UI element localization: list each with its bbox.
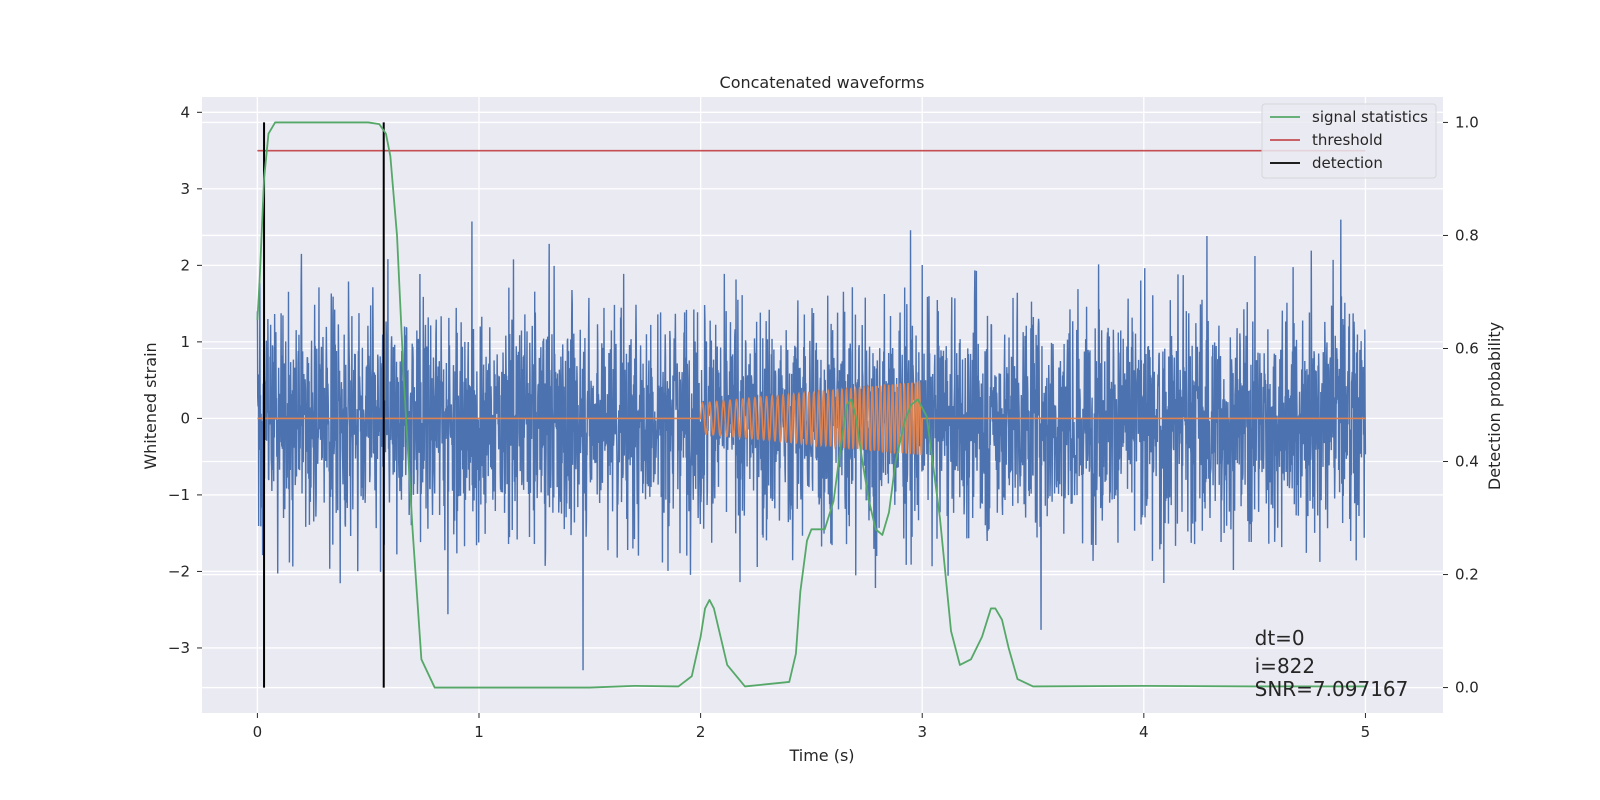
- axis-labels: Concatenated waveforms Time (s) Whitened…: [141, 73, 1504, 765]
- x-tick-label: 1: [474, 723, 484, 741]
- y2-tick-label: 1.0: [1455, 113, 1479, 131]
- x-tick-label: 3: [917, 723, 927, 741]
- y-tick-label: 3: [180, 180, 190, 198]
- annotation-text: i=822: [1255, 654, 1316, 678]
- chart-title: Concatenated waveforms: [720, 73, 925, 92]
- y2-tick-label: 0.2: [1455, 566, 1479, 584]
- y-axis-label: Whitened strain: [141, 342, 160, 469]
- injected-waveform-line: [257, 380, 1366, 456]
- y-tick-label: −1: [168, 486, 190, 504]
- x-tick-label: 0: [253, 723, 263, 741]
- y-tick-label: 0: [180, 409, 190, 427]
- x-tick-label: 2: [696, 723, 706, 741]
- ticks: 0 1 2 3 4 5 −3 −2 −1 0 1 2 3 4 0.0 0.2 0.4 0.6 0.8 1.0: [168, 103, 1479, 741]
- x-axis-label: Time (s): [788, 746, 854, 765]
- y2-tick-label: 0.0: [1455, 679, 1479, 697]
- legend: signal statistics threshold detection: [1261, 103, 1437, 179]
- signal-statistics-line: [256, 121, 1366, 689]
- legend-box: [1261, 103, 1437, 179]
- legend-label: signal statistics: [1312, 108, 1428, 126]
- y-tick-label: −3: [168, 639, 190, 657]
- legend-label: threshold: [1312, 131, 1383, 149]
- x-tick-label: 5: [1361, 723, 1371, 741]
- legend-label: detection: [1312, 154, 1383, 172]
- annotation-text: dt=0: [1255, 626, 1305, 650]
- injected-waveform-series: [257, 380, 1366, 456]
- y-tick-label: 4: [180, 103, 190, 121]
- probability-layer: [256, 121, 1366, 689]
- y-tick-label: 1: [180, 333, 190, 351]
- y2-tick-label: 0.6: [1455, 339, 1479, 357]
- y2-tick-label: 0.8: [1455, 226, 1479, 244]
- annotation-text: SNR=7.097167: [1255, 677, 1409, 701]
- y-tick-label: 2: [180, 256, 190, 274]
- y2-axis-label: Detection probability: [1485, 322, 1504, 490]
- y-tick-label: −2: [168, 562, 190, 580]
- x-tick-label: 4: [1139, 723, 1149, 741]
- y2-tick-label: 0.4: [1455, 453, 1479, 471]
